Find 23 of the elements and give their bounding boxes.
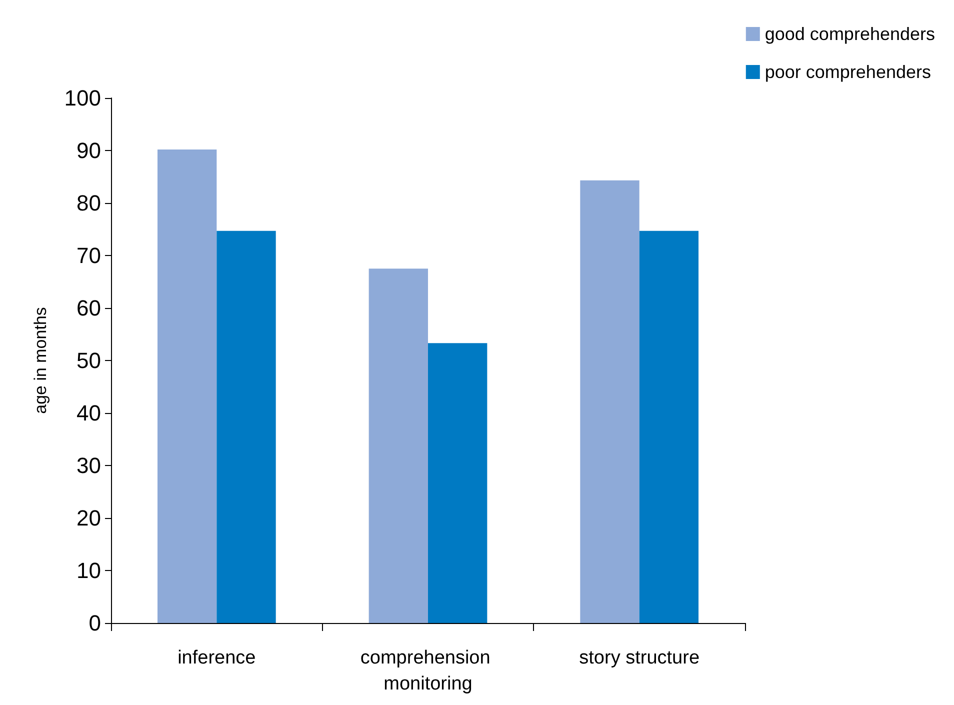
x-tick-label: inference [178,648,256,668]
y-tick-label: 20 [76,506,101,530]
bar [157,149,217,623]
y-tick-label: 50 [76,348,101,373]
legend-label: good comprehenders [764,24,936,44]
y-tick-label: 90 [76,138,101,163]
y-tick-label: 60 [76,296,101,320]
bar [368,268,428,623]
y-tick-label: 80 [76,190,101,216]
y-axis-title: age in months [31,307,50,414]
y-tick-label: 0 [88,610,101,636]
legend-label: poor comprehenders [764,62,931,82]
y-tick-label: 40 [76,400,101,426]
x-tick-label: comprehension monitoring [360,648,496,694]
x-tick-label: story structure [579,648,700,668]
bar [639,230,699,623]
bar [580,180,640,623]
y-tick-label: 10 [76,558,101,583]
y-tick-label: 70 [76,243,101,268]
bar [216,230,276,623]
bar [428,343,488,623]
y-tick-label: 30 [76,453,101,478]
y-tick-label: 100 [64,86,101,110]
